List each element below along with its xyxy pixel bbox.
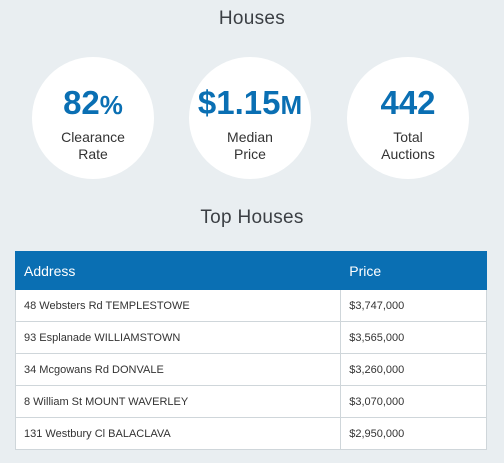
price-cell: $3,747,000 [340,289,487,322]
clearance-rate-number: 82 [63,84,100,121]
address-cell: 8 William St MOUNT WAVERLEY [14,385,342,418]
table-row: 8 William St MOUNT WAVERLEY $3,070,000 [14,385,487,418]
price-cell: $3,260,000 [340,353,487,386]
median-price-value: $1.15M [189,85,311,123]
total-auctions-stat: 442 Total Auctions [347,57,469,179]
top-houses-title: Top Houses [200,207,304,228]
address-column-header: Address [14,251,342,290]
clearance-rate-label-line2: Rate [78,146,108,162]
median-price-label-line1: Median [227,129,273,145]
clearance-rate-value: 82% [32,85,154,123]
median-price-label: Median Price [189,129,311,163]
address-cell: 34 Mcgowans Rd DONVALE [14,353,342,386]
total-auctions-label-line1: Total [393,129,423,145]
table-row: 93 Esplanade WILLIAMSTOWN $3,565,000 [14,321,487,354]
table-row: 48 Websters Rd TEMPLESTOWE $3,747,000 [14,289,487,322]
houses-title: Houses [218,8,286,29]
median-price-stat: $1.15M Median Price [189,57,311,179]
table-row: 34 Mcgowans Rd DONVALE $3,260,000 [14,353,487,386]
clearance-rate-stat: 82% Clearance Rate [32,57,154,179]
median-price-label-line2: Price [234,146,266,162]
table-header-row: Address Price [14,251,487,290]
total-auctions-value: 442 [347,85,469,123]
total-auctions-number: 442 [380,84,436,121]
table-row: 131 Westbury Cl BALACLAVA $2,950,000 [14,417,487,450]
price-cell: $3,565,000 [340,321,487,354]
clearance-rate-unit: % [99,90,123,120]
median-price-unit: M [280,90,303,120]
clearance-rate-label-line1: Clearance [61,129,125,145]
address-cell: 48 Websters Rd TEMPLESTOWE [14,289,342,322]
address-cell: 131 Westbury Cl BALACLAVA [14,417,342,450]
price-column-header: Price [340,251,487,290]
address-cell: 93 Esplanade WILLIAMSTOWN [14,321,342,354]
top-houses-table: Address Price 48 Websters Rd TEMPLESTOWE… [14,251,487,450]
total-auctions-label-line2: Auctions [381,146,435,162]
total-auctions-label: Total Auctions [347,129,469,163]
price-cell: $2,950,000 [340,417,487,450]
price-cell: $3,070,000 [340,385,487,418]
clearance-rate-label: Clearance Rate [32,129,154,163]
median-price-number: $1.15 [197,84,281,121]
